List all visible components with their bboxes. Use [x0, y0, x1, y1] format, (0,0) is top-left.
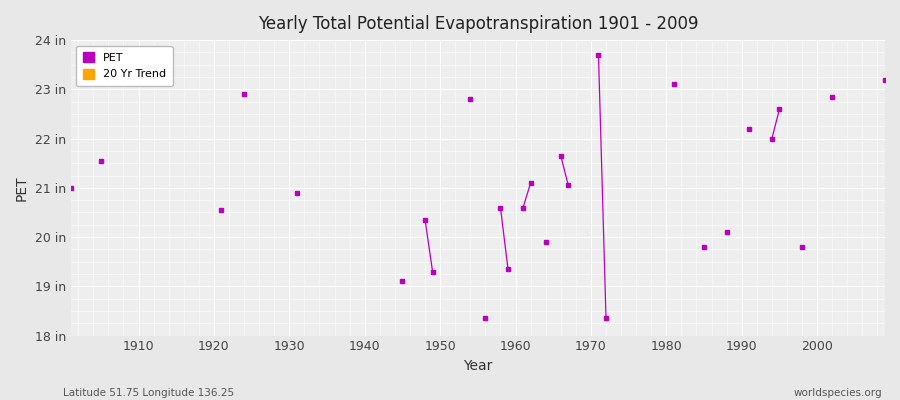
X-axis label: Year: Year: [464, 359, 492, 373]
Text: worldspecies.org: worldspecies.org: [794, 388, 882, 398]
Title: Yearly Total Potential Evapotranspiration 1901 - 2009: Yearly Total Potential Evapotranspiratio…: [257, 15, 698, 33]
Y-axis label: PET: PET: [15, 175, 29, 201]
Text: Latitude 51.75 Longitude 136.25: Latitude 51.75 Longitude 136.25: [63, 388, 234, 398]
Legend: PET, 20 Yr Trend: PET, 20 Yr Trend: [76, 46, 173, 86]
